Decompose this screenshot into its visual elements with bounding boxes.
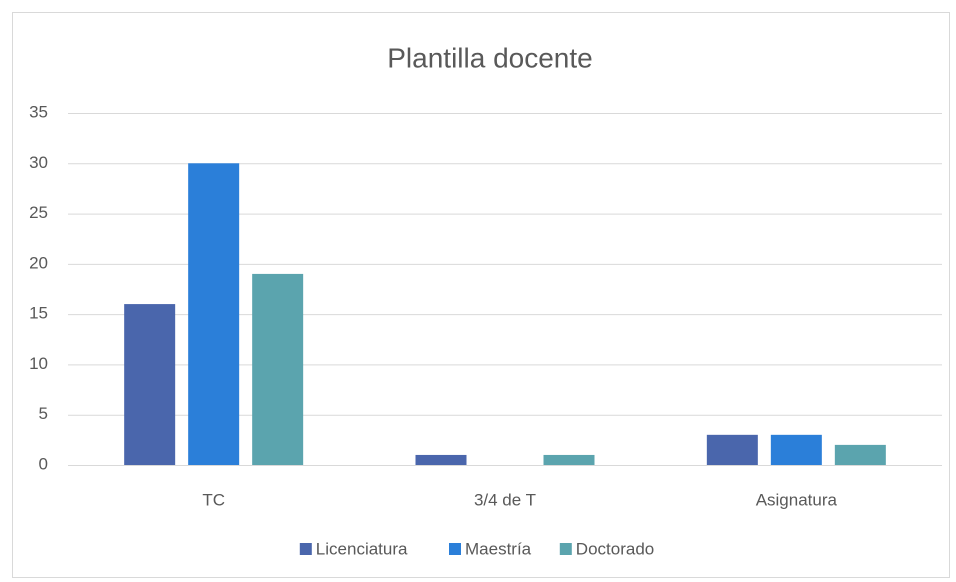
bar xyxy=(415,454,467,465)
legend-swatch xyxy=(559,543,572,555)
bar xyxy=(188,163,240,466)
bar xyxy=(543,454,595,465)
chart-title: Plantilla docente xyxy=(387,42,592,73)
y-tick-label: 10 xyxy=(29,354,48,373)
y-tick-label: 5 xyxy=(39,404,48,423)
bar xyxy=(252,273,304,465)
legend-swatch xyxy=(299,543,312,555)
y-tick-label: 0 xyxy=(39,454,48,473)
chart-border xyxy=(12,12,950,578)
x-tick-label: Asignatura xyxy=(756,490,838,509)
y-tick-label: 30 xyxy=(29,153,48,172)
y-tick-label: 25 xyxy=(29,203,48,222)
bar xyxy=(124,304,176,465)
y-tick-label: 35 xyxy=(29,102,48,121)
legend-label: Maestría xyxy=(465,539,532,558)
y-tick-label: 15 xyxy=(29,304,48,323)
legend-swatch xyxy=(449,543,461,555)
x-tick-label: 3/4 de T xyxy=(474,490,536,509)
x-tick-label: TC xyxy=(202,490,225,509)
bar xyxy=(706,434,758,465)
legend-label: Doctorado xyxy=(576,539,654,558)
legend-label: Licenciatura xyxy=(316,539,408,558)
bar xyxy=(770,434,822,465)
bar xyxy=(834,444,886,465)
y-tick-label: 20 xyxy=(29,253,48,272)
